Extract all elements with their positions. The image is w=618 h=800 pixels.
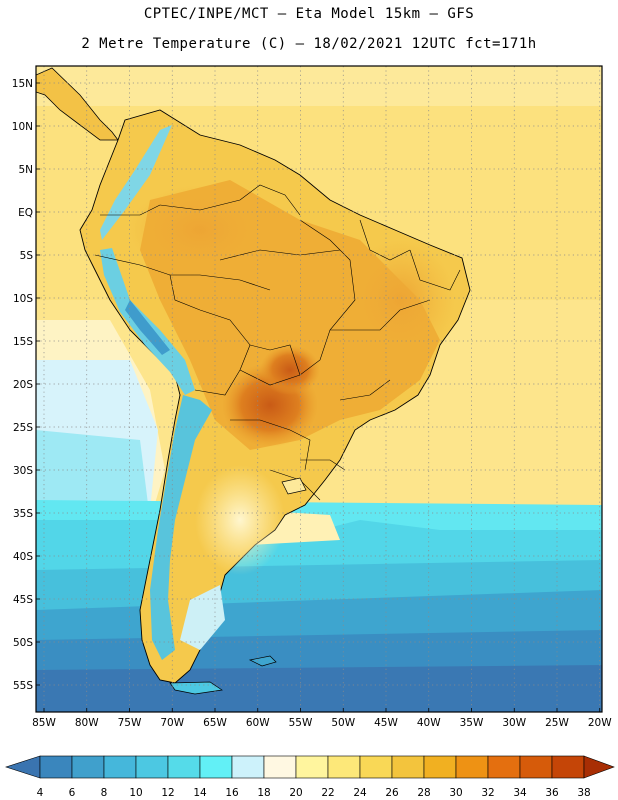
legend-color-box (199, 755, 233, 779)
legend-tick-label: 18 (257, 787, 270, 799)
map-field (36, 66, 602, 712)
lat-label: 35S (13, 508, 33, 520)
legend-color-box (391, 755, 425, 779)
legend-tick-labels: 4 6 8 10 12 14 16 18 20 22 24 26 28 30 32 34 36 38 (37, 787, 591, 799)
legend-tick-label: 30 (449, 787, 462, 799)
lon-label: 40W (417, 717, 441, 729)
ocean-north-strip (36, 66, 602, 106)
lagoon-outline (281, 477, 307, 495)
legend-tick-label: 14 (193, 787, 207, 799)
legend-tick-label: 26 (385, 787, 399, 799)
patagonia-pale-zone (195, 465, 285, 575)
legend-tick-label: 34 (513, 787, 527, 799)
legend-color-box (135, 755, 169, 779)
lat-label: 40S (13, 551, 33, 563)
legend-tick-label: 4 (37, 787, 44, 799)
legend-tick-label: 6 (69, 787, 76, 799)
tierra-del-fuego (169, 681, 223, 695)
temperature-map: 15N 10N 5N EQ 5S 10S 15S 20S 25S 30S 35S 40S 45S 50S 5… (12, 65, 612, 729)
altiplano-coldest (125, 300, 170, 355)
lon-label: 20W (588, 717, 612, 729)
legend-color-box (295, 755, 329, 779)
lat-label: 5N (18, 164, 33, 176)
legend-color-box (423, 755, 457, 779)
legend-over-arrow (583, 755, 615, 779)
andes-north-cold (100, 125, 172, 240)
legend-tick-label: 16 (225, 787, 239, 799)
legend-tick-label: 38 (577, 787, 590, 799)
lat-lon-grid (36, 66, 602, 712)
lat-label: 25S (13, 422, 33, 434)
legend-tick-label: 36 (545, 787, 559, 799)
legend-color-box (103, 755, 137, 779)
lon-label: 75W (118, 717, 142, 729)
legend-color-box (167, 755, 201, 779)
legend-color-bar (5, 755, 615, 779)
lat-label: 15N (12, 78, 33, 90)
country-borders (94, 184, 461, 501)
lon-label: 80W (75, 717, 99, 729)
color-legend: 4 6 8 10 12 14 16 18 20 22 24 26 28 30 32 34 36 38 (5, 755, 615, 799)
legend-color-box (71, 755, 105, 779)
map-title-line-2: 2 Metre Temperature (C) – 18/02/2021 12U… (81, 36, 537, 52)
andes-central-cold (100, 248, 195, 395)
andes-south-cold (150, 395, 212, 660)
legend-tick-label: 24 (353, 787, 367, 799)
map-frame (35, 65, 603, 713)
amazon-warm-zone (130, 185, 270, 275)
map-title-line-1: CPTEC/INPE/MCT – Eta Model 15km – GFS (143, 6, 475, 22)
legend-tick-label: 8 (101, 787, 108, 799)
legend-tick-label: 22 (321, 787, 334, 799)
legend-color-box (455, 755, 489, 779)
lat-label: 20S (13, 379, 33, 391)
lon-label: 35W (460, 717, 484, 729)
falkland-islands (248, 655, 277, 667)
lat-label: EQ (18, 207, 33, 219)
lat-label: 15S (13, 336, 33, 348)
legend-tick-label: 28 (417, 787, 430, 799)
legend-tick-label: 20 (289, 787, 302, 799)
legend-under-arrow (5, 755, 41, 779)
central-america-land (36, 67, 119, 141)
legend-tick-label: 12 (161, 787, 174, 799)
lon-label: 55W (289, 717, 313, 729)
legend-color-box (359, 755, 393, 779)
legend-color-box (231, 755, 265, 779)
lon-label: 85W (32, 717, 56, 729)
lat-label: 5S (20, 250, 34, 262)
lat-label: 10N (12, 121, 33, 133)
legend-color-box (551, 755, 585, 779)
longitude-labels: 85W 80W 75W 70W 65W 60W 55W 50W 45W 40W 35W 30W 25W 2… (32, 708, 612, 729)
legend-color-box (519, 755, 553, 779)
northeast-warm-zone (345, 240, 455, 360)
lat-label: 55S (13, 680, 33, 692)
lat-label: 45S (13, 594, 33, 606)
legend-color-box (327, 755, 361, 779)
legend-color-box (263, 755, 297, 779)
lon-label: 60W (246, 717, 270, 729)
lon-label: 25W (545, 717, 569, 729)
lat-label: 50S (13, 637, 33, 649)
pacific-cold-band (36, 430, 150, 520)
lon-label: 65W (203, 717, 227, 729)
lat-label: 30S (13, 465, 33, 477)
lon-label: 70W (160, 717, 184, 729)
legend-color-box (39, 755, 73, 779)
lon-label: 30W (502, 717, 526, 729)
south-cool-land (180, 585, 225, 650)
legend-color-box (487, 755, 521, 779)
lat-label: 10S (13, 293, 33, 305)
hot-core-zone-2 (260, 345, 320, 395)
lon-label: 45W (374, 717, 398, 729)
latitude-labels: 15N 10N 5N EQ 5S 10S 15S 20S 25S 30S 35S 40S 45S 50S 5… (12, 78, 40, 692)
legend-tick-label: 10 (129, 787, 142, 799)
south-ocean-band-8 (36, 665, 602, 712)
legend-tick-label: 32 (481, 787, 494, 799)
lon-label: 50W (331, 717, 355, 729)
